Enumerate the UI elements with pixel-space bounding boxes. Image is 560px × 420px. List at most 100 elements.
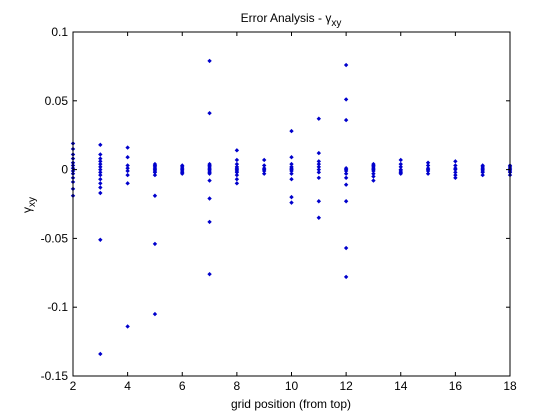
data-point [98, 156, 103, 161]
plot-frame [72, 31, 511, 377]
y-tick-label: 0.1 [51, 25, 68, 39]
x-tick-label: 16 [449, 379, 463, 393]
data-point [152, 311, 158, 317]
data-point [125, 166, 130, 171]
data-point [125, 163, 130, 168]
data-point [453, 170, 458, 175]
data-point [425, 163, 431, 168]
data-point [207, 171, 212, 176]
data-point [316, 159, 322, 164]
y-tick-label: 0.05 [45, 94, 69, 108]
data-point [316, 161, 322, 167]
data-point [234, 172, 240, 178]
data-point [343, 245, 349, 251]
data-point [371, 178, 376, 183]
x-tick-label: 8 [234, 379, 241, 393]
y-axis-label-subscript: xy [27, 197, 38, 207]
data-point [234, 177, 240, 182]
data-point [425, 171, 431, 176]
data-point [98, 172, 103, 178]
data-point [289, 128, 294, 134]
data-point [453, 167, 458, 172]
chart-title: Error Analysis - γxy [241, 11, 342, 29]
data-point [152, 172, 158, 178]
data-point [180, 171, 185, 176]
data-point [371, 168, 376, 174]
data-point [371, 171, 376, 176]
data-point [98, 185, 103, 190]
data-point [207, 219, 212, 225]
data-point [343, 171, 349, 176]
data-point [316, 116, 322, 121]
data-point [289, 177, 294, 182]
data-point [207, 110, 212, 116]
data-point [453, 163, 458, 168]
chart-title-subscript: xy [331, 18, 341, 29]
data-point [371, 174, 376, 179]
data-point [480, 172, 485, 178]
data-point [425, 168, 431, 174]
x-tick-label: 10 [285, 379, 299, 393]
data-point [453, 172, 458, 178]
data-point [343, 182, 349, 187]
data-point [425, 160, 431, 165]
x-tick-label: 12 [339, 379, 353, 393]
data-point [316, 167, 322, 172]
data-point [234, 148, 240, 153]
data-point [98, 159, 103, 164]
data-point [98, 351, 103, 357]
y-axis-label-main: γ [20, 207, 34, 213]
x-tick-label: 14 [394, 379, 408, 393]
data-point [125, 181, 130, 186]
data-point [234, 170, 240, 175]
data-point [152, 170, 158, 175]
data-point [98, 142, 103, 148]
data-point [398, 161, 403, 167]
data-points [70, 58, 513, 357]
data-point [316, 150, 322, 156]
data-point [289, 155, 294, 160]
data-point [343, 97, 349, 102]
data-point [289, 194, 294, 200]
data-point [98, 161, 103, 167]
data-point [234, 161, 240, 167]
data-point [316, 175, 322, 181]
data-point [316, 170, 322, 175]
data-point [453, 159, 458, 164]
chart-title-main: Error Analysis - γ [241, 11, 332, 25]
data-point [207, 271, 212, 277]
data-point [316, 215, 322, 220]
data-point [207, 178, 212, 183]
y-tick-label: -0.1 [47, 300, 68, 314]
y-tick-label: 0 [61, 163, 68, 177]
x-tick-label: 2 [70, 379, 77, 393]
data-point [125, 155, 130, 160]
data-point [480, 170, 485, 175]
data-point [98, 181, 103, 186]
data-point [98, 152, 103, 157]
data-point [152, 193, 158, 198]
y-axis-label: γxy [20, 197, 38, 213]
data-point [343, 274, 349, 280]
x-tick-label: 4 [124, 379, 131, 393]
data-point [98, 164, 103, 170]
data-point [234, 181, 240, 186]
data-point [98, 190, 103, 196]
data-point [152, 241, 158, 247]
data-point [261, 171, 267, 176]
data-point [398, 171, 403, 176]
data-point [261, 168, 267, 174]
x-tick-label: 6 [179, 379, 186, 393]
data-point [343, 117, 349, 123]
data-point [316, 164, 322, 170]
data-point [289, 168, 294, 174]
x-tick-label: 18 [503, 379, 517, 393]
data-point [289, 171, 294, 176]
data-point [125, 145, 130, 150]
y-tick-label: -0.05 [41, 231, 69, 245]
data-point [98, 177, 103, 182]
y-axis-ticks: -0.15 -0.1 -0.05 0 0.05 0.1 [41, 25, 510, 383]
data-point [125, 168, 130, 174]
data-point [398, 157, 403, 163]
